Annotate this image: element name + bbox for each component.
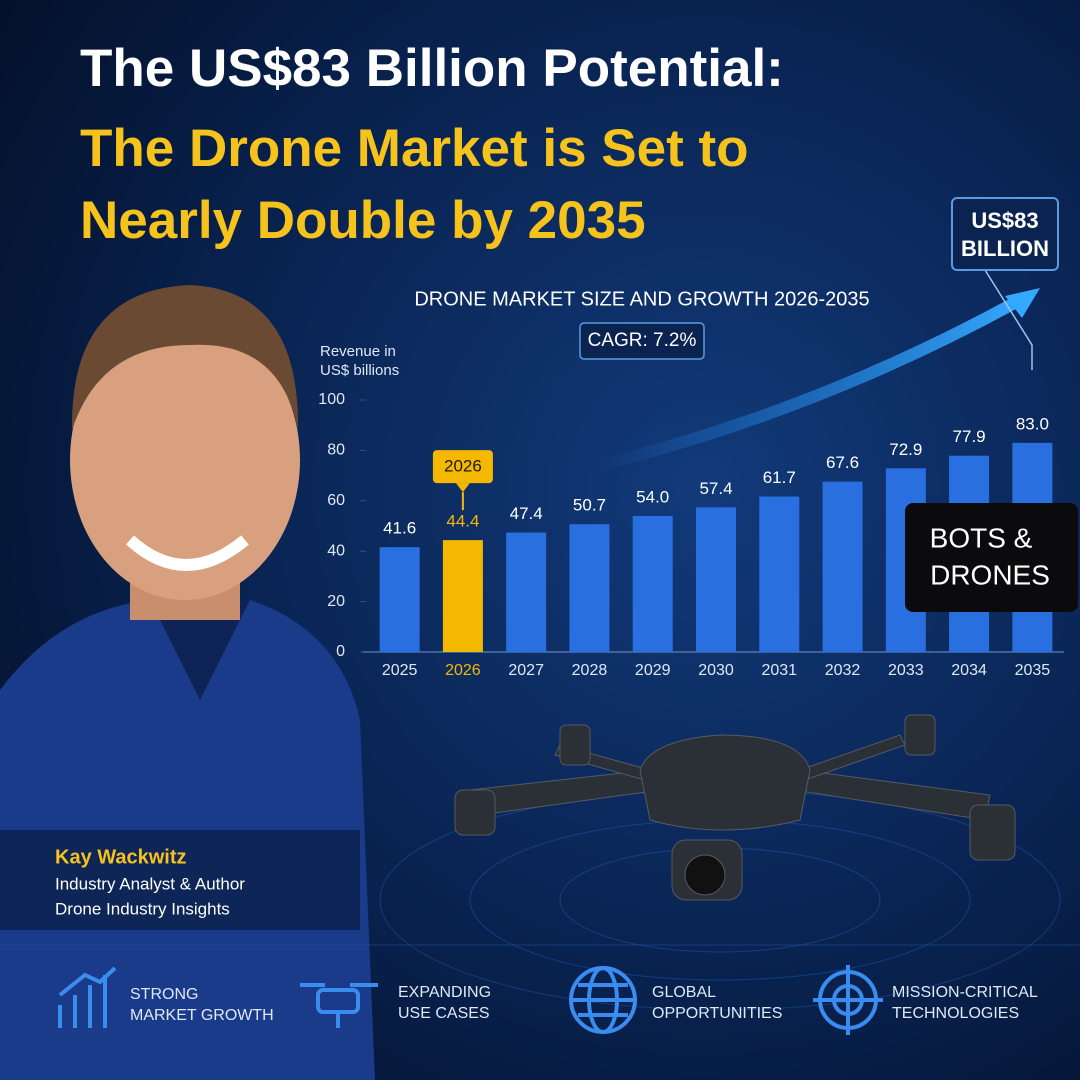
bar	[759, 496, 800, 652]
growth-arrow	[598, 294, 1023, 471]
callout-text: BILLION	[961, 236, 1049, 261]
person-name: Kay Wackwitz	[55, 846, 187, 868]
x-tick-label: 2031	[761, 662, 797, 679]
x-tick-label: 2035	[1015, 662, 1051, 679]
value-label: 77.9	[953, 427, 986, 446]
highlight-callout-text: 2026	[444, 457, 482, 476]
drone	[454, 714, 1016, 901]
bar	[696, 507, 736, 652]
x-tick-label: 2033	[888, 662, 924, 679]
feature-text: OPPORTUNITIES	[652, 1005, 782, 1022]
callout-leader	[984, 269, 1033, 370]
value-label: 83.0	[1016, 414, 1049, 433]
value-label: 54.0	[636, 487, 669, 506]
y-axis-label: US$ billions	[320, 362, 399, 379]
x-tick-label: 2026	[445, 662, 481, 679]
bar	[379, 547, 420, 652]
value-label: 57.4	[699, 479, 732, 498]
y-tick-label: 20	[327, 593, 345, 610]
feature-text: USE CASES	[398, 1005, 490, 1022]
bar	[632, 515, 673, 652]
badge-text: DRONES	[930, 559, 1050, 590]
headline-line: The US$83 Billion Potential:	[80, 39, 784, 98]
feature-text: TECHNOLOGIES	[892, 1005, 1019, 1022]
caption-panel	[0, 830, 360, 930]
y-axis-label: Revenue in	[320, 343, 396, 360]
value-label: 47.4	[510, 504, 543, 523]
y-tick-label: 100	[318, 391, 345, 408]
value-label: 44.4	[446, 512, 479, 531]
highlight-callout	[432, 450, 493, 484]
feature-icons	[58, 965, 883, 1035]
bar	[506, 532, 547, 652]
feature-text: MARKET GROWTH	[130, 1007, 274, 1024]
value-label: 61.7	[763, 468, 796, 487]
x-tick-label: 2027	[508, 662, 544, 679]
x-tick-label: 2025	[382, 662, 418, 679]
badge-text: BOTS &	[930, 522, 1033, 553]
feature-text: MISSION-CRITICAL	[892, 984, 1038, 1001]
annotation-box	[579, 322, 705, 360]
callout-text: US$83	[971, 208, 1038, 233]
headline-line: Nearly Double by 2035	[80, 191, 646, 250]
callout-box	[951, 197, 1059, 271]
chart-title: DRONE MARKET SIZE AND GROWTH 2026-2035	[414, 288, 869, 310]
person	[0, 285, 375, 1080]
badge	[905, 503, 1078, 612]
y-tick-label: 60	[327, 492, 345, 509]
value-label: 72.9	[889, 440, 922, 459]
bar	[569, 524, 610, 652]
value-label: 41.6	[383, 519, 416, 538]
growth-arrowhead	[1005, 288, 1040, 318]
value-label: 50.7	[573, 496, 606, 515]
feature-text: EXPANDING	[398, 984, 491, 1001]
x-tick-label: 2032	[825, 662, 861, 679]
x-tick-label: 2030	[698, 662, 734, 679]
person-company: Drone Industry Insights	[55, 899, 230, 918]
y-tick-label: 40	[327, 542, 345, 559]
annotation: CAGR: 7.2%	[588, 330, 697, 351]
value-label: 67.6	[826, 453, 859, 472]
feature-text: GLOBAL	[652, 984, 716, 1001]
bar	[442, 540, 483, 652]
bar	[822, 481, 863, 652]
person-role: Industry Analyst & Author	[55, 874, 245, 893]
y-tick-label: 0	[336, 643, 345, 660]
headline-line: The Drone Market is Set to	[80, 119, 749, 178]
highlight-pointer	[455, 483, 470, 493]
feature-text: STRONG	[130, 986, 198, 1003]
x-tick-label: 2028	[572, 662, 608, 679]
x-tick-label: 2029	[635, 662, 671, 679]
x-tick-label: 2034	[951, 662, 987, 679]
y-tick-label: 80	[327, 442, 345, 459]
